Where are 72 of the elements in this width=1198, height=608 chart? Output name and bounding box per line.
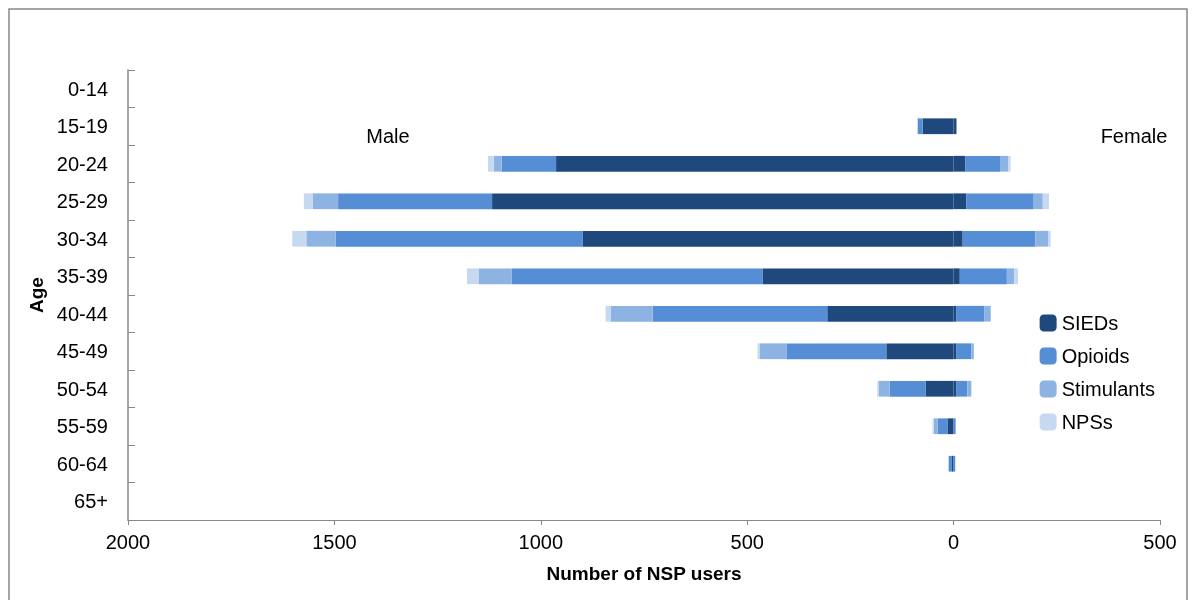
x-tick-label: 0 [948,531,960,553]
bar [827,305,954,322]
bar [610,305,653,322]
legend-label: Stimulants [1061,378,1156,400]
bar [922,118,954,135]
bar [1008,155,1011,172]
y-tick-label: 40-44 [56,302,108,325]
bar [1006,268,1015,285]
bar [967,380,972,397]
bar [889,380,926,397]
bar [338,193,493,210]
bar [493,155,502,172]
y-axis-title: Age [25,277,47,313]
bar [933,418,938,435]
legend-label: SIEDs [1061,312,1119,334]
bar [878,380,890,397]
annotation: Female [1100,125,1168,147]
y-tick-label: 35-39 [56,265,108,288]
y-tick-label: 20-24 [56,152,108,175]
bar [466,268,479,285]
bar [947,418,954,435]
bar [760,343,787,360]
bar [956,305,985,322]
bar [501,155,557,172]
bar [605,305,611,322]
annotation: Male [366,125,410,147]
y-tick-label: 25-29 [56,190,108,213]
bar [511,268,763,285]
bar [303,193,313,210]
bar [962,230,1036,247]
bar [478,268,512,285]
x-tick-label: 1500 [312,531,357,553]
legend-label: NPSs [1061,411,1113,433]
bar [306,230,336,247]
x-tick-label: 500 [730,531,764,553]
bar [971,343,974,360]
bar [335,230,583,247]
bar [959,268,1007,285]
bar [292,230,307,247]
bar [1042,193,1049,210]
y-tick-label: 45-49 [56,340,108,363]
bar [652,305,828,322]
bar [953,418,956,435]
x-tick-label: 1000 [518,531,564,553]
legend-label: Opioids [1061,345,1130,367]
bar [917,118,923,135]
bar [925,380,954,397]
bar [984,305,991,322]
bar [956,343,972,360]
y-tick-label: 0-14 [67,77,108,100]
bar [312,193,339,210]
bar [965,155,1001,172]
x-tick-label: 2000 [105,531,151,553]
bar [937,418,948,435]
x-tick-label: 500 [1143,531,1177,553]
y-tick-label: 65+ [74,490,108,513]
bar [786,343,887,360]
bar [956,380,968,397]
bar [1035,230,1049,247]
y-tick-label: 50-54 [56,377,108,400]
bar [487,155,494,172]
x-axis-title: Number of NSP users [546,563,742,584]
bar [1014,268,1018,285]
bar [886,343,954,360]
y-tick-label: 55-59 [56,415,108,438]
bar [1048,230,1051,247]
y-tick-label: 60-64 [56,452,108,475]
bar [1033,193,1043,210]
bar [1000,155,1009,172]
y-tick-label: 30-34 [56,227,108,250]
bar [966,193,1034,210]
y-tick-label: 15-19 [56,115,108,138]
